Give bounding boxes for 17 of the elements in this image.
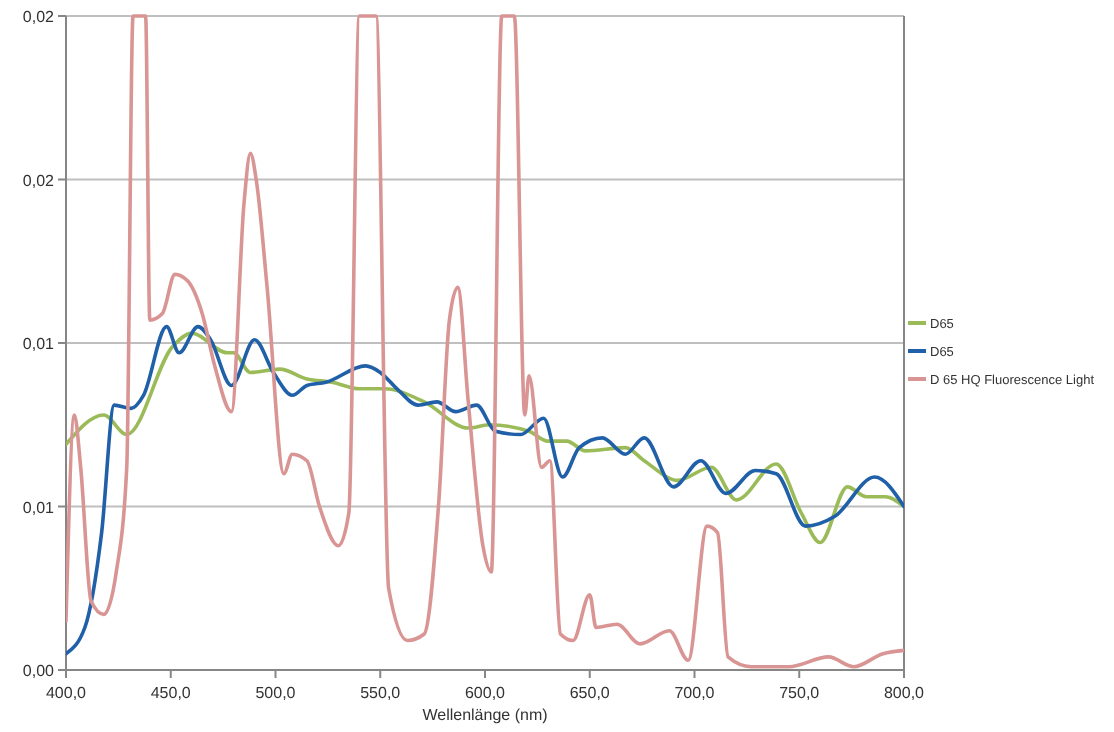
x-tick-label: 600,0 xyxy=(464,684,507,702)
y-tick-label: 0,02 xyxy=(22,8,56,26)
x-tick-label: 650,0 xyxy=(569,684,611,702)
x-tick-label: 500,0 xyxy=(255,684,297,702)
line-series xyxy=(66,331,904,545)
y-tick-label: 0,02 xyxy=(22,171,56,190)
x-tick-label: 750,0 xyxy=(779,684,821,702)
y-tick-label: 0,01 xyxy=(22,335,56,353)
y-tick-label: 0,00 xyxy=(22,662,56,680)
x-tick-label: 450,0 xyxy=(150,684,192,702)
x-tick-label: 550,0 xyxy=(360,684,402,702)
x-tick-label: 700,0 xyxy=(674,684,716,702)
y-tick-label: 0,01 xyxy=(22,498,56,517)
x-tick-label: 800,0 xyxy=(883,684,926,702)
line-series xyxy=(66,324,904,656)
x-axis-title: Wellenlänge (nm) xyxy=(422,706,549,724)
x-tick-label: 400,0 xyxy=(45,684,88,702)
